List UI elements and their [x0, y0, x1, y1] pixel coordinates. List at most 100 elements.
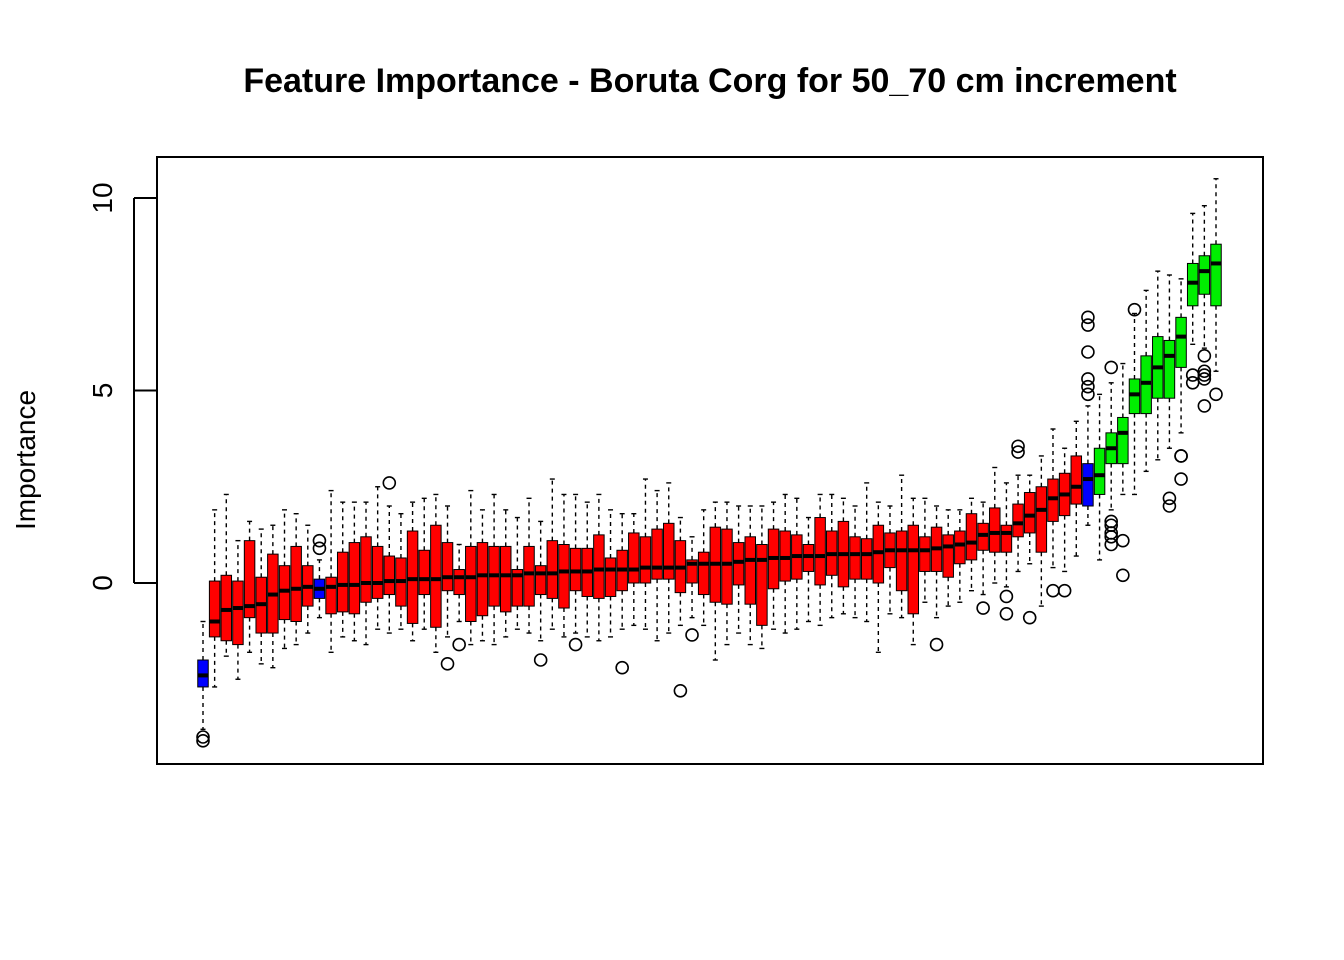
y-tick-label: 5 — [87, 383, 118, 399]
box-22 — [440, 505, 455, 671]
box-17 — [382, 476, 397, 634]
box-12 — [325, 489, 337, 653]
box-iqr — [965, 513, 978, 561]
outlier-point — [452, 637, 466, 652]
box-25 — [476, 509, 489, 642]
box-51 — [779, 493, 791, 634]
outlier-point — [673, 683, 688, 698]
outlier-point — [1104, 514, 1119, 529]
outlier-point — [1209, 387, 1223, 402]
box-iqr — [1117, 416, 1129, 465]
box-5 — [243, 520, 256, 653]
box-71 — [1011, 439, 1025, 573]
box-27 — [499, 509, 512, 638]
box-38 — [628, 513, 640, 627]
box-15 — [360, 501, 372, 646]
box-iqr — [1012, 503, 1024, 538]
box-iqr — [208, 580, 221, 638]
box-iqr — [511, 569, 524, 607]
outlier-point — [999, 589, 1014, 604]
box-iqr — [325, 576, 337, 615]
box-iqr — [1035, 486, 1048, 553]
box-39 — [639, 478, 652, 630]
y-axis: 0 5 10 — [87, 182, 157, 591]
box-44 — [697, 509, 710, 627]
outlier-point — [685, 628, 699, 642]
box-30 — [533, 520, 548, 667]
box-72 — [1022, 474, 1037, 625]
box-iqr — [697, 551, 710, 596]
box-2 — [208, 509, 221, 688]
box-26 — [488, 493, 500, 646]
box-iqr — [499, 545, 512, 613]
box-40 — [651, 489, 663, 642]
box-45 — [709, 501, 722, 661]
box-66 — [954, 509, 966, 603]
box-59 — [872, 501, 885, 653]
box-73 — [1035, 455, 1048, 607]
box-87 — [1197, 204, 1212, 413]
box-76 — [1070, 420, 1083, 557]
box-8 — [278, 509, 291, 650]
box-31 — [546, 478, 559, 630]
box-iqr — [465, 545, 477, 622]
box-84 — [1162, 274, 1177, 513]
box-83 — [1152, 270, 1164, 461]
outlier-point — [1011, 445, 1025, 459]
outlier-point — [1081, 345, 1095, 359]
box-41 — [662, 482, 675, 634]
box-iqr — [1082, 463, 1094, 507]
box-36 — [604, 509, 617, 638]
outlier-point — [1057, 583, 1072, 598]
box-43 — [685, 536, 699, 642]
box-iqr — [895, 530, 908, 592]
box-iqr — [604, 557, 617, 597]
box-79 — [1104, 360, 1119, 552]
outlier-point — [1174, 472, 1188, 486]
outlier-point — [440, 657, 455, 671]
outlier-point — [196, 730, 210, 744]
box-iqr — [243, 540, 256, 619]
outlier-point — [1162, 499, 1177, 513]
y-tick-label: 10 — [87, 182, 118, 213]
box-iqr — [1093, 447, 1106, 495]
box-58 — [860, 482, 873, 623]
box-46 — [721, 501, 733, 646]
outlier-point — [196, 734, 210, 748]
outlier-point — [1081, 387, 1095, 402]
outlier-point — [1162, 491, 1177, 506]
box-iqr — [534, 565, 547, 596]
box-iqr — [814, 517, 826, 586]
outlier-point — [1127, 302, 1142, 317]
box-33 — [568, 493, 583, 652]
box-64 — [929, 505, 944, 652]
box-81 — [1127, 302, 1142, 496]
box-iqr — [476, 542, 489, 617]
box-3 — [220, 493, 233, 657]
box-iqr — [860, 538, 873, 580]
box-iqr — [360, 536, 372, 603]
box-4 — [232, 539, 244, 680]
outlier-point — [1011, 439, 1025, 454]
box-iqr — [942, 534, 954, 578]
box-85 — [1174, 278, 1188, 486]
box-iqr — [453, 569, 465, 596]
box-56 — [837, 497, 850, 615]
outlier-point — [1104, 518, 1119, 533]
box-iqr — [744, 536, 757, 605]
box-63 — [919, 497, 931, 603]
box-iqr — [1175, 316, 1187, 368]
outlier-point — [615, 660, 629, 675]
box-61 — [895, 474, 908, 619]
box-19 — [406, 501, 419, 642]
box-9 — [290, 513, 302, 646]
box-18 — [395, 513, 407, 630]
box-iqr — [1198, 255, 1211, 295]
box-28 — [511, 516, 524, 630]
box-iqr — [441, 542, 454, 592]
box-iqr — [651, 528, 663, 580]
box-48 — [744, 505, 757, 646]
box-14 — [348, 501, 361, 642]
